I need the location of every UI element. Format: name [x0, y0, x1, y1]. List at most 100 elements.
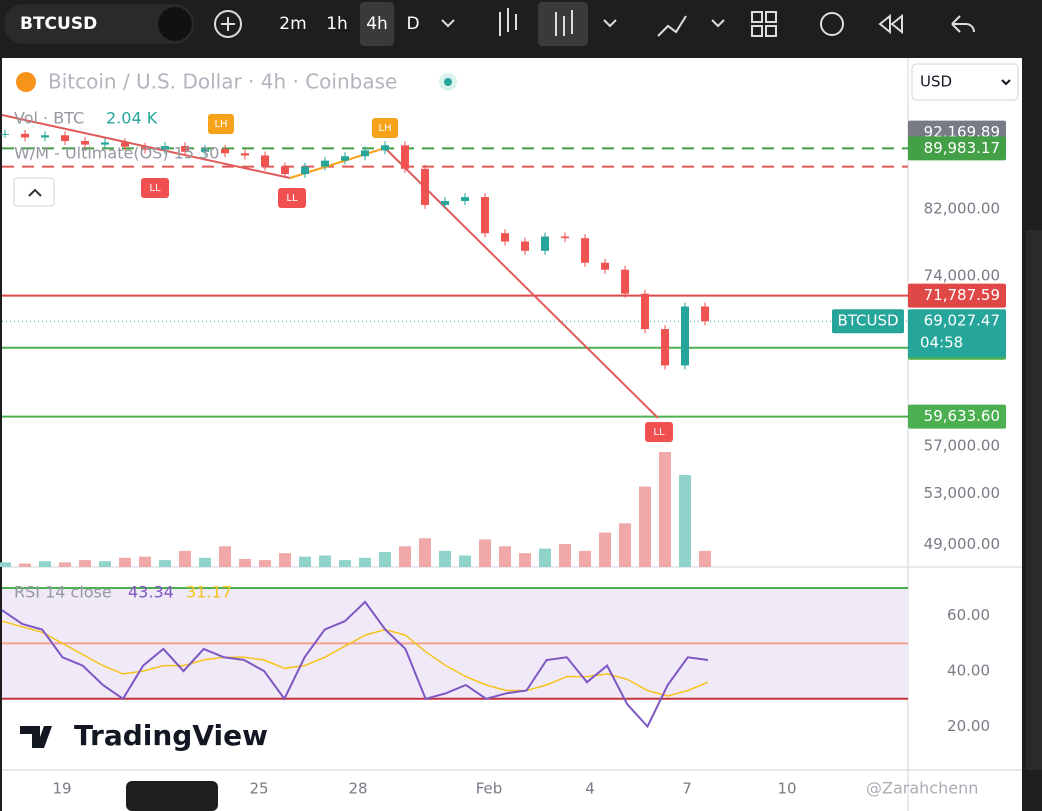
candle — [561, 236, 569, 239]
price-badge — [908, 136, 1006, 161]
volume-bar — [0, 562, 11, 567]
pivot-label — [278, 188, 306, 208]
rsi-ma-value: 31.17 — [186, 583, 232, 602]
volume-bar — [659, 452, 671, 567]
rsi-ma-line — [1, 620, 709, 697]
volume-bar — [199, 557, 211, 567]
volume-bar — [459, 555, 471, 567]
add-button[interactable] — [214, 10, 242, 38]
candle — [121, 142, 129, 147]
volume-bar — [579, 550, 591, 567]
currency-select[interactable] — [911, 63, 1019, 101]
pivot-label — [141, 178, 169, 198]
interval[interactable]: 2m — [279, 14, 306, 34]
candle — [141, 146, 149, 150]
alert-icon[interactable] — [820, 12, 844, 36]
price-badge-text: 71,787.59 — [924, 286, 1000, 304]
interval[interactable]: 1h — [326, 14, 348, 34]
volume-bar — [279, 553, 291, 567]
interval[interactable]: D — [406, 14, 419, 34]
status-dot — [444, 78, 452, 86]
time-label: 7 — [682, 780, 692, 798]
symbol[interactable]: BTCUSD — [20, 14, 97, 34]
indicator-label: W/M - Ultimate(OS) 15 30 — [14, 144, 219, 163]
time-label: 28 — [348, 780, 367, 798]
candle — [401, 145, 409, 169]
candle — [81, 140, 89, 145]
volume-bar — [399, 546, 411, 567]
volume-bar — [519, 553, 531, 567]
price-tick-label: 49,000.00 — [924, 535, 1000, 553]
pivot-text: LL — [653, 427, 665, 438]
icon — [28, 188, 42, 197]
last-price: 69,027.47 — [924, 312, 1000, 330]
rsi-tick-label: 60.00 — [947, 606, 990, 624]
symbol-search[interactable] — [4, 4, 194, 44]
candle — [381, 145, 389, 151]
candle — [681, 306, 689, 366]
dropdown[interactable] — [441, 19, 455, 28]
candle — [161, 146, 169, 150]
candle — [181, 146, 189, 152]
price-tick-label: 74,000.00 — [924, 266, 1000, 284]
candle — [541, 236, 549, 251]
rsi-value: 43.34 — [128, 583, 174, 602]
volume-bar — [119, 557, 131, 567]
volume-bar — [319, 555, 331, 567]
price-badge — [908, 283, 1006, 308]
price-badge — [908, 404, 1006, 429]
volume-bar — [559, 544, 571, 567]
volume-label: Vol · BTC — [14, 109, 84, 128]
volume-bar — [379, 552, 391, 567]
time-label: 19 — [52, 780, 71, 798]
rsi-tick-label: 20.00 — [947, 717, 990, 735]
candle — [661, 329, 669, 366]
side-panel — [1026, 230, 1042, 770]
candle — [501, 233, 509, 242]
coin-icon — [16, 72, 36, 92]
candle — [301, 166, 309, 175]
candle — [1, 133, 9, 135]
bottom-toolbar[interactable] — [126, 781, 218, 811]
time-label: 10 — [777, 780, 796, 798]
volume-bar — [299, 556, 311, 567]
candle — [61, 135, 69, 141]
symbol-badge-text: BTCUSD — [837, 312, 898, 330]
candle — [21, 133, 29, 138]
volume-bar — [439, 550, 451, 567]
volume-bar — [499, 546, 511, 567]
candle — [621, 269, 629, 294]
active-interval — [360, 2, 394, 46]
volume-bar — [219, 546, 231, 567]
volume-bar — [139, 556, 151, 567]
brand: TradingView — [74, 719, 268, 752]
currency[interactable]: USD — [920, 73, 952, 91]
candle — [461, 197, 469, 201]
volume-bar — [479, 539, 491, 567]
pivot-label — [645, 422, 673, 442]
pivot-text: LH — [378, 123, 391, 134]
watermark: @Zarahchenn — [866, 779, 978, 798]
price-badge-text: 89,983.17 — [924, 139, 1000, 157]
volume-bar — [699, 550, 711, 567]
chart-legend-title: Bitcoin / U.S. Dollar · 4h · Coinbase — [48, 70, 397, 94]
pivot-text: LH — [214, 119, 227, 130]
volume-value: 2.04 K — [106, 109, 158, 128]
price-tick-label: 57,000.00 — [924, 437, 1000, 455]
candle — [701, 306, 709, 322]
volume-bar — [99, 561, 111, 567]
candle — [281, 166, 289, 175]
volume-bar — [539, 548, 551, 567]
volume-bar — [59, 562, 71, 567]
candle — [361, 150, 369, 157]
candle — [641, 293, 649, 330]
time-label: 4 — [585, 780, 595, 798]
symbol-badge — [832, 309, 904, 334]
interval[interactable]: 4h — [366, 14, 388, 34]
icon[interactable] — [158, 7, 192, 41]
volume-bar — [79, 560, 91, 567]
volume-bar — [419, 538, 431, 567]
volume-bar — [239, 558, 251, 567]
trend-line — [1, 114, 291, 179]
